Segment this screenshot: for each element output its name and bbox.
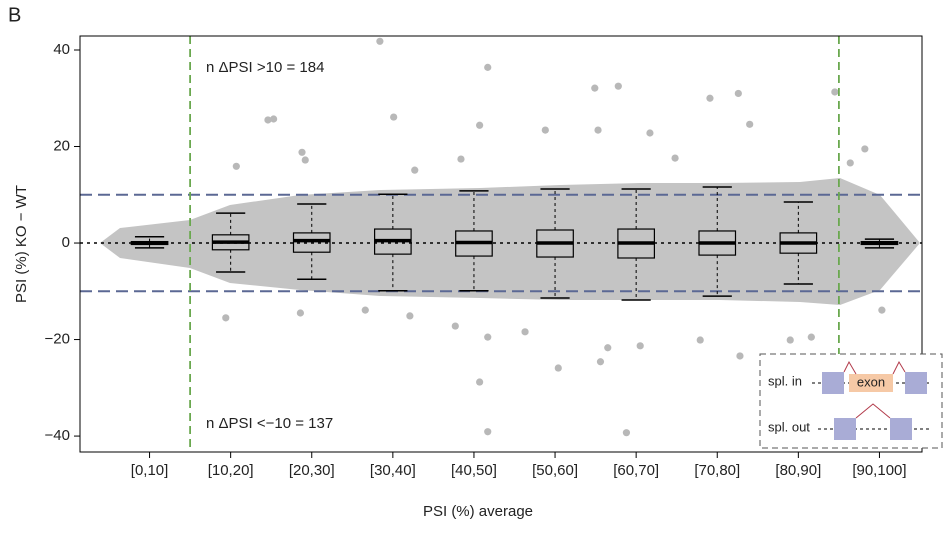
inset-exon [834,418,856,440]
x-tick-label: [60,70] [613,462,659,479]
point [270,115,278,123]
point [706,94,714,102]
x-tick-label: [10,20] [208,462,254,479]
point [232,162,240,170]
density-cloud [100,178,920,305]
point [301,156,309,164]
point [411,166,419,174]
point [831,88,839,96]
annotation: n ΔPSI <−10 = 137 [206,415,333,432]
point [554,364,562,372]
y-tick-label: −20 [45,331,70,348]
inset-label: spl. in [768,373,802,388]
point [614,82,622,90]
y-tick-label: 40 [53,41,70,58]
point [604,344,612,352]
x-tick-label: [20,30] [289,462,335,479]
point [786,336,794,344]
point [541,126,549,134]
point [406,312,414,320]
y-tick-label: −40 [45,427,70,444]
inset-exon [822,372,844,394]
point [264,116,272,124]
inset-label: exon [857,374,885,389]
y-axis-label: PSI (%) KO − WT [13,185,30,303]
point [296,309,304,317]
point [484,333,492,341]
x-axis-label: PSI (%) average [423,503,533,520]
x-tick-label: [90,100] [852,462,906,479]
point [846,159,854,167]
point [361,306,369,314]
point [636,342,644,350]
x-tick-label: [80,90] [775,462,821,479]
x-tick-label: [50,60] [532,462,578,479]
point [807,333,815,341]
inset-label: spl. out [768,419,810,434]
point [646,129,654,137]
box [292,232,331,253]
point [457,155,465,163]
point [696,336,704,344]
point [476,121,484,129]
panel-label: B [8,4,21,26]
inset-exon [890,418,912,440]
point [746,120,754,128]
x-tick-label: [30,40] [370,462,416,479]
x-tick-label: [0,10] [131,462,169,479]
point [734,89,742,98]
inset-splice [855,403,891,419]
point [596,358,605,366]
point [298,148,306,156]
point [671,154,679,162]
point [622,429,631,437]
annotation: n ΔPSI >10 = 184 [206,59,324,76]
y-tick-label: 0 [62,234,70,251]
point [521,328,529,336]
point [594,126,602,134]
point [736,352,744,360]
point [484,428,492,436]
inset-exon [849,374,893,392]
point [878,306,886,314]
point [390,113,398,121]
plot-frame [79,35,923,453]
point [591,84,599,92]
x-tick-label: [40,50] [451,462,497,479]
y-tick-label: 20 [53,137,70,154]
point [376,37,384,45]
point [861,145,869,153]
point [222,314,230,322]
inset-legend: spl. in exon spl. out [759,353,943,449]
point [476,378,484,386]
x-tick-label: [70,80] [694,462,740,479]
inset-exon [905,372,927,394]
point [484,63,492,71]
point [451,322,459,330]
inset-splice [843,360,906,375]
